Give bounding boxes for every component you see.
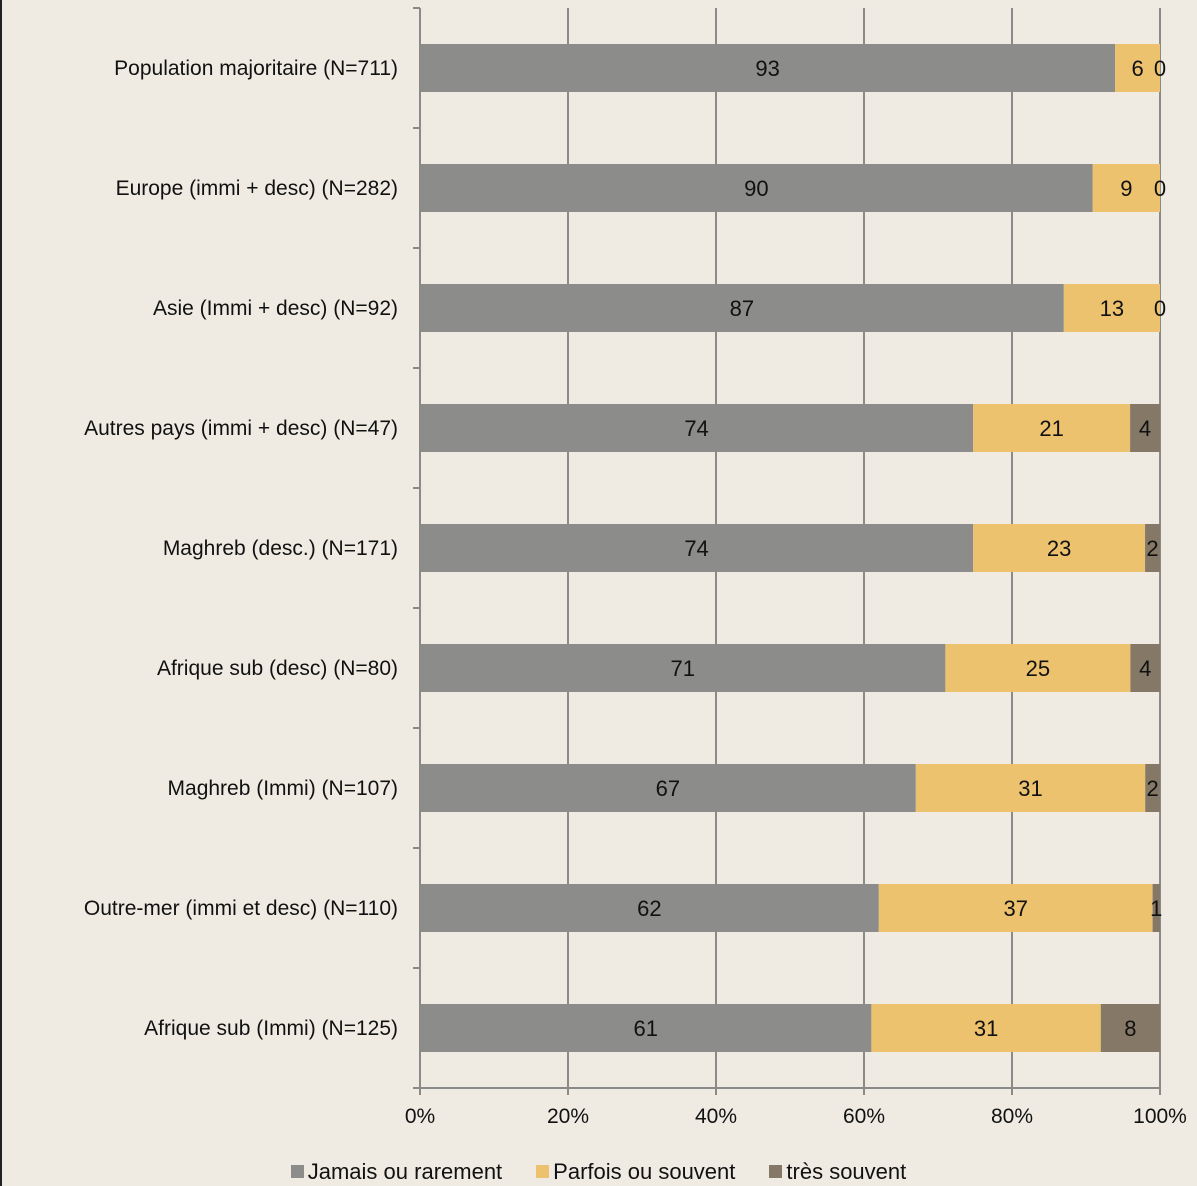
x-tick-label: 100%	[1133, 1105, 1187, 1128]
data-label: 31	[1018, 776, 1042, 801]
legend-label-jamais: Jamais ou rarement	[307, 1158, 503, 1184]
data-label: 67	[656, 776, 680, 801]
data-label: 0	[1154, 176, 1166, 201]
bar-segment	[420, 764, 916, 812]
bar-segment	[420, 884, 879, 932]
x-tick-label: 60%	[843, 1105, 885, 1128]
bar-segment	[945, 644, 1131, 692]
bar-segment	[420, 524, 974, 572]
data-label: 6	[1131, 56, 1143, 81]
category-label: Autres pays (immi + desc) (N=47)	[84, 417, 398, 440]
data-label: 1	[1150, 896, 1162, 921]
chart-legend: Jamais ou rarement Parfois ou souvent tr…	[0, 1157, 1197, 1186]
legend-swatch-jamais	[290, 1165, 304, 1178]
x-tick-label: 20%	[547, 1105, 589, 1128]
legend-item-tres-souvent: très souvent	[769, 1159, 906, 1185]
x-tick-label: 40%	[695, 1105, 737, 1128]
bar-segment	[1100, 1004, 1160, 1052]
bar-segment	[420, 284, 1064, 332]
chart-left-border	[0, 0, 2, 1186]
data-label: 13	[1100, 296, 1124, 321]
data-label: 87	[730, 296, 754, 321]
data-label: 25	[1026, 656, 1050, 681]
data-label: 74	[684, 536, 708, 561]
data-label: 9	[1120, 176, 1132, 201]
bar-segment	[915, 764, 1146, 812]
bar-segment	[420, 404, 974, 452]
data-label: 0	[1154, 296, 1166, 321]
legend-label-parfois: Parfois ou souvent	[553, 1158, 736, 1184]
bar-segment	[973, 524, 1146, 572]
data-label: 21	[1039, 416, 1063, 441]
data-label: 4	[1139, 416, 1151, 441]
bar-segment	[973, 404, 1131, 452]
data-label: 71	[670, 656, 694, 681]
bar-segment	[1130, 404, 1160, 452]
legend-swatch-parfois	[536, 1165, 550, 1178]
bar-segment	[878, 884, 1153, 932]
data-label: 31	[974, 1016, 998, 1041]
category-label: Europe (immi + desc) (N=282)	[116, 177, 398, 200]
category-label: Asie (Immi + desc) (N=92)	[153, 297, 398, 320]
bar-segment	[1063, 284, 1160, 332]
x-tick-label: 0%	[405, 1105, 435, 1128]
category-label: Maghreb (desc.) (N=171)	[163, 537, 398, 560]
data-label: 61	[633, 1016, 657, 1041]
bar-segment	[1092, 164, 1160, 212]
data-label: 4	[1139, 656, 1151, 681]
bar-segment	[420, 44, 1116, 92]
data-label: 2	[1146, 776, 1158, 801]
stacked-bar-chart: 0% 20% 40% 60% 80% 100% Population majoritaire…	[84, 7, 1187, 1128]
legend-label-tres-souvent: très souvent	[786, 1158, 907, 1184]
bar-segment	[871, 1004, 1101, 1052]
data-label: 23	[1047, 536, 1071, 561]
data-label: 74	[684, 416, 708, 441]
legend-item-jamais: Jamais ou rarement	[290, 1158, 503, 1185]
data-label: 37	[1003, 896, 1027, 921]
data-label: 90	[744, 176, 768, 201]
bar-segment	[1115, 44, 1160, 92]
legend-item-parfois: Parfois ou souvent	[536, 1159, 735, 1185]
category-label: Population majoritaire (N=711)	[114, 57, 398, 80]
bar-segment	[420, 644, 946, 692]
category-label: Afrique sub (desc) (N=80)	[157, 657, 398, 680]
bar-segment	[1145, 764, 1160, 812]
x-tick-label: 80%	[991, 1105, 1033, 1128]
bar-segment	[1152, 884, 1160, 932]
category-label: Afrique sub (Immi) (N=125)	[144, 1017, 398, 1040]
data-label: 0	[1154, 56, 1166, 81]
data-label: 62	[637, 896, 661, 921]
category-label: Outre-mer (immi et desc) (N=110)	[84, 897, 398, 920]
legend-swatch-tres-souvent	[769, 1165, 783, 1178]
data-label: 8	[1124, 1016, 1136, 1041]
bar-segment	[420, 164, 1093, 212]
category-label: Maghreb (Immi) (N=107)	[168, 777, 398, 800]
bar-segment	[420, 1004, 872, 1052]
bar-segment	[1145, 524, 1160, 572]
bar-segment	[1130, 644, 1160, 692]
data-label: 2	[1146, 536, 1158, 561]
data-label: 93	[755, 56, 779, 81]
